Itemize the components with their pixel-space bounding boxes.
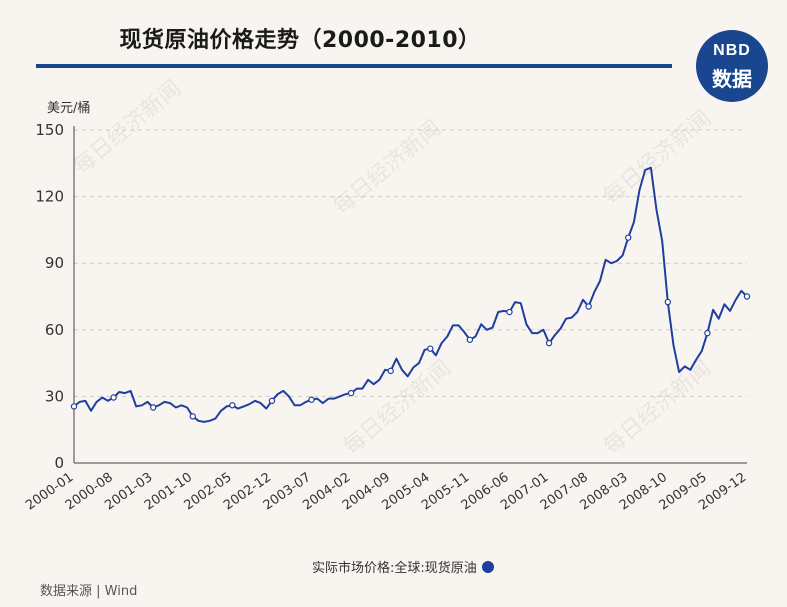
data-point (308, 396, 315, 403)
data-point (625, 234, 632, 241)
data-point (427, 345, 434, 352)
y-tick-labels: 0 30 60 90 120 150 (35, 121, 64, 472)
data-point (189, 413, 196, 420)
logo-text-top: NBD (713, 42, 751, 59)
y-tick-label: 60 (45, 321, 64, 339)
data-point (704, 329, 711, 337)
nbd-data-logo: NBD 数据 (696, 30, 768, 102)
data-point (506, 308, 513, 316)
series-line (73, 166, 748, 423)
gridlines (74, 129, 747, 397)
data-point (664, 298, 672, 306)
data-point (387, 367, 394, 375)
legend-marker-icon (481, 560, 494, 573)
y-tick-label: 30 (45, 387, 64, 405)
y-axis-unit-label: 美元/桶 (47, 101, 91, 116)
series-oil-price (70, 166, 751, 423)
axes (73, 126, 747, 464)
legend: 实际市场价格:全球:现货原油 (312, 557, 494, 576)
logo-text-bottom: 数据 (712, 67, 752, 91)
data-point (743, 293, 751, 300)
data-point (545, 339, 553, 347)
chart-title: 现货原油价格走势（2000-2010） (119, 28, 481, 53)
data-source-note: 数据来源 | Wind (40, 584, 138, 599)
data-point (110, 394, 117, 401)
y-tick-label: 0 (54, 454, 64, 472)
data-point (229, 402, 236, 409)
y-tick-label: 150 (35, 121, 64, 139)
data-point (585, 303, 592, 310)
data-point (70, 403, 78, 410)
title-underline (36, 64, 672, 68)
data-point (466, 336, 474, 343)
x-tick-labels: 2000-012000-082001-032001-102002-052002-… (23, 470, 749, 513)
legend-label: 实际市场价格:全球:现货原油 (312, 561, 477, 576)
y-tick-label: 90 (45, 254, 64, 272)
data-point (149, 404, 157, 411)
y-tick-label: 120 (35, 188, 64, 206)
data-point (347, 389, 355, 397)
data-point (268, 397, 276, 405)
